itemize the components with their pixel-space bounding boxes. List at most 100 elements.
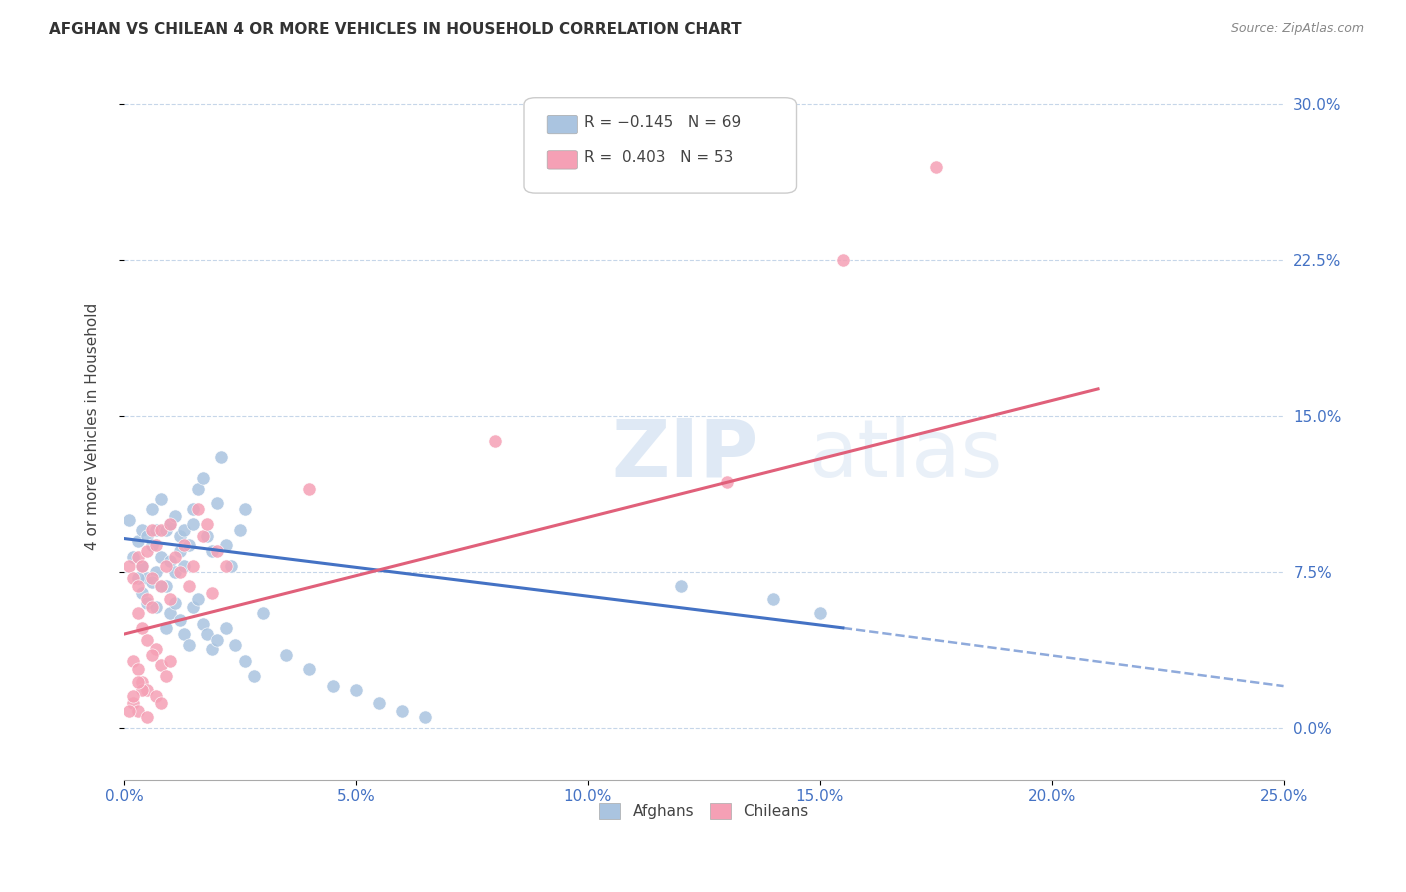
Point	[215, 538, 238, 552]
Point	[131, 585, 153, 599]
Point	[163, 508, 186, 523]
Point	[224, 638, 246, 652]
Point	[298, 482, 321, 496]
Point	[159, 554, 181, 568]
Point	[141, 502, 163, 516]
Point	[141, 538, 163, 552]
Legend: Afghans, Chileans: Afghans, Chileans	[593, 797, 814, 825]
Point	[127, 571, 149, 585]
Text: atlas: atlas	[808, 416, 1002, 493]
FancyBboxPatch shape	[524, 98, 797, 193]
Point	[243, 669, 266, 683]
Point	[163, 596, 186, 610]
Point	[177, 638, 200, 652]
Point	[229, 523, 252, 537]
Point	[201, 641, 224, 656]
Point	[219, 558, 242, 573]
Point	[127, 579, 149, 593]
Point	[145, 523, 167, 537]
Point	[150, 491, 173, 506]
Point	[183, 516, 205, 531]
Point	[183, 558, 205, 573]
Point	[163, 550, 186, 565]
Point	[141, 571, 163, 585]
Point	[155, 579, 177, 593]
Point	[127, 663, 149, 677]
Point	[924, 160, 946, 174]
Text: Source: ZipAtlas.com: Source: ZipAtlas.com	[1230, 22, 1364, 36]
Point	[141, 523, 163, 537]
Point	[141, 600, 163, 615]
Point	[122, 654, 145, 668]
Point	[136, 571, 159, 585]
Point	[163, 565, 186, 579]
Point	[127, 533, 149, 548]
Point	[191, 471, 214, 485]
Text: R =  0.403   N = 53: R = 0.403 N = 53	[585, 150, 734, 165]
Point	[187, 502, 209, 516]
Point	[150, 579, 173, 593]
Point	[173, 558, 195, 573]
Point	[131, 621, 153, 635]
Point	[197, 627, 219, 641]
Point	[150, 550, 173, 565]
Point	[159, 654, 181, 668]
Point	[127, 550, 149, 565]
Point	[145, 600, 167, 615]
Point	[150, 523, 173, 537]
Point	[150, 658, 173, 673]
Point	[117, 513, 139, 527]
Point	[131, 674, 153, 689]
Point	[122, 690, 145, 704]
Point	[159, 607, 181, 621]
FancyBboxPatch shape	[547, 151, 578, 169]
Text: ZIP: ZIP	[612, 416, 758, 493]
Point	[187, 591, 209, 606]
Point	[150, 579, 173, 593]
Point	[716, 475, 738, 490]
Point	[173, 523, 195, 537]
Point	[155, 523, 177, 537]
Point	[233, 654, 256, 668]
Point	[155, 621, 177, 635]
Point	[131, 523, 153, 537]
Point	[159, 516, 181, 531]
Point	[127, 674, 149, 689]
Point	[173, 538, 195, 552]
Point	[136, 591, 159, 606]
Point	[155, 669, 177, 683]
Point	[322, 679, 344, 693]
Point	[183, 502, 205, 516]
Y-axis label: 4 or more Vehicles in Household: 4 or more Vehicles in Household	[86, 302, 100, 549]
Point	[136, 683, 159, 698]
Point	[145, 565, 167, 579]
Point	[197, 516, 219, 531]
Point	[197, 529, 219, 543]
Point	[187, 482, 209, 496]
Point	[215, 621, 238, 635]
Point	[205, 496, 228, 510]
Point	[169, 529, 191, 543]
Point	[145, 538, 167, 552]
Point	[150, 696, 173, 710]
Point	[131, 558, 153, 573]
Point	[173, 627, 195, 641]
Point	[415, 710, 437, 724]
Point	[233, 502, 256, 516]
Point	[127, 607, 149, 621]
Point	[201, 544, 224, 558]
Point	[298, 663, 321, 677]
Point	[117, 704, 139, 718]
Point	[141, 575, 163, 590]
Point	[122, 696, 145, 710]
Point	[159, 591, 181, 606]
Point	[155, 558, 177, 573]
Point	[136, 710, 159, 724]
Point	[136, 529, 159, 543]
Point	[276, 648, 298, 662]
Point	[183, 600, 205, 615]
Point	[136, 633, 159, 648]
Point	[205, 544, 228, 558]
Point	[122, 571, 145, 585]
Point	[136, 544, 159, 558]
